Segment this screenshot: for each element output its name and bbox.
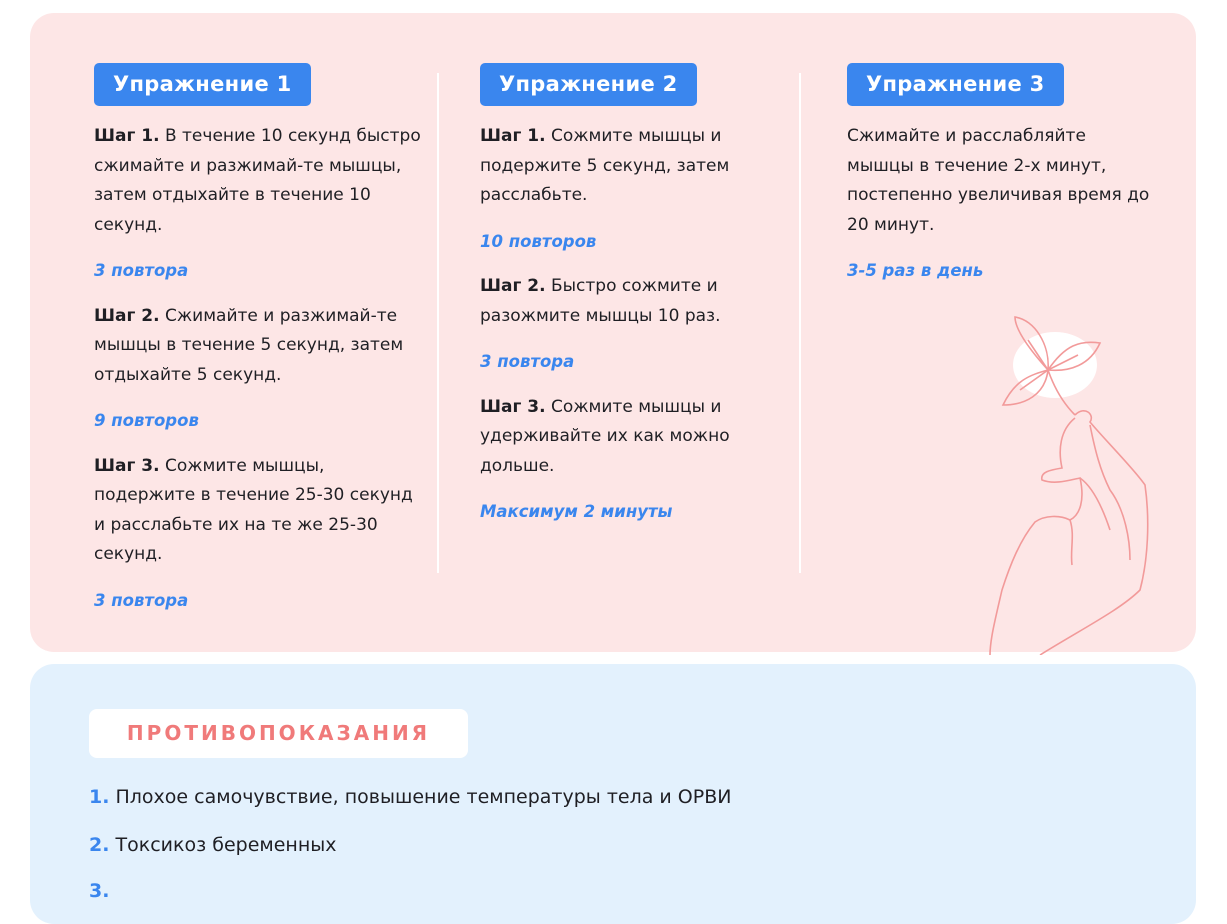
exercise-3: Упражнение 3 Сжимайте и расслабляйте мыш… <box>847 63 1157 286</box>
step: Шаг 3. Сожмите мышцы и удерживайте их ка… <box>480 396 730 476</box>
step: Шаг 2. Сжимайте и разжимай-те мышцы в те… <box>94 305 404 385</box>
contraindications-title: ПРОТИВОПОКАЗАНИЯ <box>89 709 468 758</box>
exercise-1: Упражнение 1 Шаг 1. В течение 10 секунд … <box>94 63 424 615</box>
reps: 3-5 раз в день <box>847 261 984 280</box>
exercise-3-text: Сжимайте и расслабляйте мышцы в течение … <box>847 126 1150 235</box>
reps: 3 повтора <box>480 352 575 371</box>
step: Шаг 1. Сожмите мышцы и подержите 5 секун… <box>480 126 730 205</box>
reps: Максимум 2 минуты <box>480 502 673 521</box>
divider <box>437 73 439 573</box>
exercise-2-title: Упражнение 2 <box>480 63 697 106</box>
exercise-1-title: Упражнение 1 <box>94 63 311 106</box>
reps: 10 повторов <box>480 231 597 251</box>
hand-holding-flower-icon <box>989 316 1149 655</box>
reps: 9 повторов <box>94 411 199 430</box>
list-item: 1. Плохое самочувствие, повышение темпер… <box>89 786 732 808</box>
step: Шаг 1. В течение 10 секунд быстро сжимай… <box>94 126 421 235</box>
exercise-2: Упражнение 2 Шаг 1. Сожмите мышцы и поде… <box>480 63 770 527</box>
exercises-card <box>30 13 1196 652</box>
contraindications-card <box>30 664 1196 924</box>
exercise-3-title: Упражнение 3 <box>847 63 1064 106</box>
reps: 3 повтора <box>94 590 189 610</box>
step: Шаг 2. Быстро сожмите и разожмите мышцы … <box>480 276 721 326</box>
list-item: 3. <box>89 880 110 902</box>
divider <box>799 73 801 573</box>
list-item: 2. Токсикоз беременных <box>89 834 337 856</box>
reps: 3 повтора <box>94 261 189 280</box>
step: Шаг 3. Сожмите мышцы, подержите в течени… <box>94 455 413 565</box>
